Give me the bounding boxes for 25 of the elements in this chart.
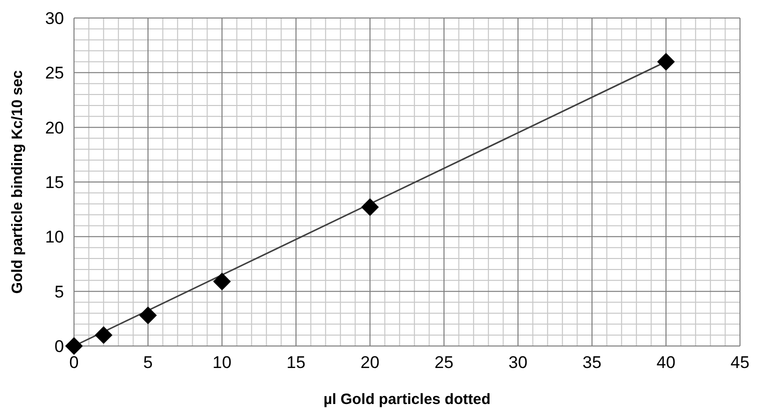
- x-tick-label: 35: [582, 353, 602, 372]
- x-tick-label: 0: [69, 353, 79, 372]
- x-axis-title: µl Gold particles dotted: [324, 391, 490, 408]
- y-tick-label: 15: [45, 173, 64, 192]
- x-tick-label: 45: [730, 353, 750, 372]
- point: [213, 272, 231, 290]
- x-tick-label: 5: [143, 353, 153, 372]
- x-tick-label: 25: [434, 353, 454, 372]
- y-axis-title: Gold particle binding Kc/10 sec: [9, 70, 26, 294]
- x-tick-label: 15: [286, 353, 306, 372]
- y-tick-label: 10: [45, 228, 64, 247]
- point: [65, 337, 83, 355]
- x-tick-label: 20: [360, 353, 380, 372]
- point: [139, 306, 157, 324]
- x-tick-label: 30: [508, 353, 528, 372]
- point: [361, 198, 379, 216]
- point: [657, 52, 675, 71]
- x-tick-label: 10: [212, 353, 232, 372]
- y-tick-label: 30: [45, 9, 64, 28]
- y-tick-label: 20: [45, 118, 64, 138]
- y-tick-label: 0: [54, 337, 64, 356]
- point: [94, 326, 112, 344]
- x-tick-label: 40: [656, 353, 676, 372]
- y-tick-label: 5: [54, 282, 64, 302]
- y-tick-label: 25: [45, 64, 64, 83]
